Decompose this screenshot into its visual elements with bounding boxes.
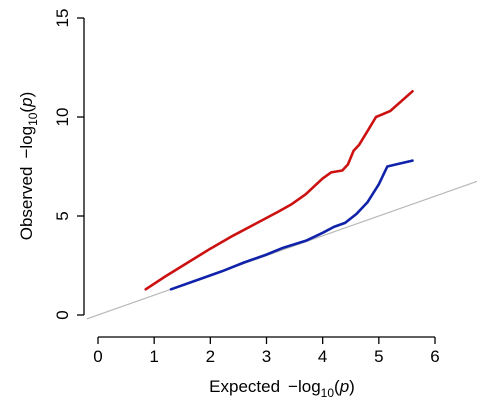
y-ticks: 0 5 10 15 <box>53 9 84 320</box>
plot-area <box>86 90 477 320</box>
x-axis-label: Expected −log10(p) <box>209 377 355 400</box>
x-tick-label: 2 <box>206 347 215 366</box>
x-tick-label: 6 <box>430 347 439 366</box>
x-tick-label: 3 <box>262 347 271 366</box>
y-tick-label: 10 <box>53 108 72 127</box>
x-tick-label: 1 <box>149 347 158 366</box>
x-tick-label: 5 <box>374 347 383 366</box>
y-axis: 0 5 10 15 <box>53 9 85 320</box>
x-tick-label: 0 <box>93 347 102 366</box>
x-ticks: 0 1 2 3 4 5 6 <box>93 337 440 366</box>
y-axis-label: Observed−log10(p) <box>17 92 40 241</box>
series-line-2 <box>169 159 414 291</box>
series-line-1 <box>144 90 414 291</box>
y-tick-label: 15 <box>53 9 72 28</box>
y-tick-label: 0 <box>53 310 72 319</box>
reference-line <box>86 180 477 320</box>
y-tick-label: 5 <box>53 211 72 220</box>
x-tick-label: 4 <box>318 347 327 366</box>
x-axis: 0 1 2 3 4 5 6 <box>93 336 440 366</box>
